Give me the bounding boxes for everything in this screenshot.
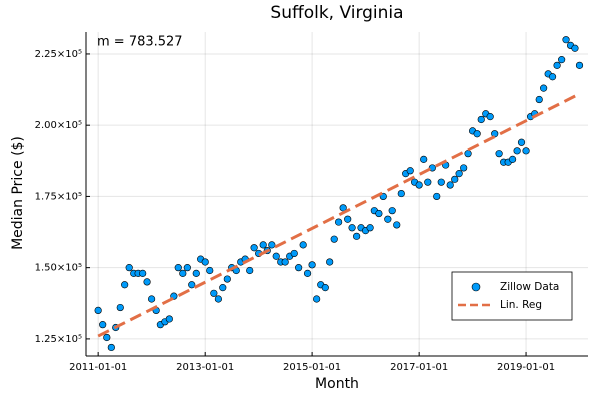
- point: [553, 61, 561, 69]
- point: [348, 224, 356, 232]
- point: [548, 73, 557, 81]
- point: [330, 235, 338, 243]
- point: [250, 244, 258, 252]
- point: [433, 192, 441, 201]
- x-tick-label: 2015-01-01: [283, 362, 341, 373]
- point: [393, 221, 401, 229]
- y-tick-label: 2.00×10⁵: [35, 120, 82, 131]
- y-tick-label: 1.25×10⁵: [35, 334, 82, 345]
- point: [326, 258, 334, 266]
- point: [107, 343, 115, 352]
- point: [125, 264, 133, 272]
- x-tick-label: 2017-01-01: [390, 362, 448, 373]
- point: [335, 218, 343, 226]
- point: [571, 44, 579, 52]
- point: [477, 115, 485, 124]
- point: [353, 232, 361, 240]
- point: [268, 241, 276, 249]
- point: [246, 266, 254, 275]
- y-tick-label: 1.50×10⁵: [35, 263, 82, 274]
- point: [148, 295, 156, 303]
- x-tick-label: 2013-01-01: [176, 362, 234, 373]
- point: [281, 258, 289, 266]
- point: [179, 269, 187, 277]
- point: [165, 315, 173, 323]
- point: [375, 209, 383, 218]
- legend-label: Lin. Reg: [500, 299, 542, 311]
- point: [143, 278, 151, 286]
- point: [192, 269, 200, 277]
- point: [388, 207, 396, 215]
- point: [299, 241, 307, 249]
- legend-box: [451, 271, 573, 321]
- point: [522, 147, 530, 155]
- point: [420, 155, 428, 163]
- point: [513, 147, 521, 155]
- point: [575, 61, 584, 69]
- point: [303, 269, 312, 277]
- point: [313, 295, 321, 303]
- point: [272, 252, 280, 260]
- point: [94, 306, 102, 315]
- point: [174, 264, 182, 272]
- point: [214, 295, 222, 303]
- point: [437, 178, 445, 186]
- annotation: m = 783.527: [97, 35, 183, 50]
- point: [446, 181, 454, 189]
- point: [535, 95, 543, 104]
- point: [384, 215, 392, 223]
- legend: Zillow Data Lin. Reg: [451, 271, 573, 321]
- point: [495, 150, 503, 158]
- point: [121, 281, 129, 289]
- point: [406, 167, 414, 175]
- point: [508, 155, 517, 163]
- point: [415, 181, 423, 189]
- point: [473, 130, 481, 138]
- point: [451, 175, 459, 183]
- y-tick-label: 2.25×10⁵: [35, 49, 82, 60]
- point: [562, 36, 570, 44]
- point: [139, 269, 147, 277]
- point: [397, 189, 405, 198]
- point: [290, 249, 298, 258]
- point: [424, 178, 432, 186]
- point: [210, 289, 218, 297]
- point: [295, 264, 303, 272]
- point: [201, 258, 209, 266]
- point: [259, 241, 267, 249]
- point: [99, 321, 107, 329]
- legend-label: Zillow Data: [500, 281, 559, 293]
- point: [517, 138, 526, 146]
- point: [460, 164, 468, 172]
- x-tick-label: 2019-01-01: [497, 362, 555, 373]
- point: [366, 224, 374, 232]
- point: [486, 113, 494, 121]
- y-tick-label: 1.75×10⁵: [35, 191, 82, 202]
- x-tick-label: 2011-01-01: [69, 362, 127, 373]
- point: [116, 303, 124, 312]
- point: [183, 264, 191, 272]
- x-axis-label: Month: [315, 376, 359, 392]
- point: [219, 284, 227, 292]
- point: [188, 281, 196, 289]
- point: [206, 266, 214, 275]
- point: [558, 56, 566, 64]
- point: [103, 333, 111, 342]
- point: [540, 84, 548, 92]
- point: [223, 275, 231, 283]
- point: [308, 261, 316, 269]
- point: [344, 215, 352, 223]
- point: [455, 170, 463, 178]
- point: [464, 150, 472, 158]
- y-axis-label: Median Price ($): [10, 136, 26, 250]
- chart-title: Suffolk, Virginia: [270, 3, 403, 23]
- legend-marker: [471, 282, 481, 292]
- point: [321, 284, 329, 292]
